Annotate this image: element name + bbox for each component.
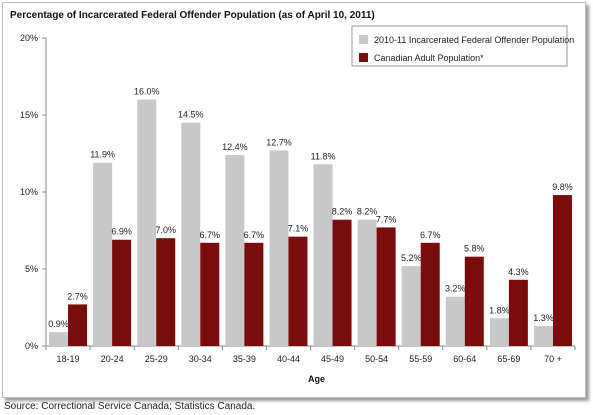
bar-offender: [489, 318, 509, 346]
x-tick-label: 50-54: [365, 354, 388, 364]
x-tick-label: 25-29: [145, 354, 168, 364]
bar-offender: [49, 332, 69, 346]
x-tick-label: 30-34: [189, 354, 212, 364]
bar-offender: [93, 162, 113, 346]
bar-canadian: [332, 219, 352, 346]
data-label: 1.3%: [533, 313, 554, 323]
bar-offender: [445, 296, 465, 346]
bar-offender: [225, 155, 245, 346]
y-tick-label: 20%: [20, 33, 38, 43]
y-tick-label: 0%: [25, 341, 38, 351]
legend-swatch: [359, 53, 368, 62]
bar-offender: [401, 265, 421, 346]
bar-canadian: [464, 256, 484, 346]
bar-canadian: [112, 239, 132, 346]
bar-canadian: [552, 195, 572, 346]
data-label: 5.2%: [401, 253, 422, 263]
data-label: 8.2%: [357, 207, 378, 217]
bar-offender: [533, 325, 553, 346]
x-tick-label: 55-59: [409, 354, 432, 364]
data-label: 7.7%: [376, 214, 397, 224]
bar-canadian: [244, 242, 264, 346]
data-label: 6.7%: [200, 230, 221, 240]
data-label: 11.8%: [311, 151, 336, 161]
bar-canadian: [68, 304, 88, 346]
x-tick-label: 70 +: [544, 354, 562, 364]
data-label: 16.0%: [134, 87, 160, 97]
bar-canadian: [288, 236, 308, 346]
bar-offender: [137, 99, 157, 346]
data-label: 6.7%: [244, 230, 265, 240]
x-tick-label: 65-69: [497, 354, 520, 364]
bar-offender: [357, 219, 377, 346]
x-tick-label: 18-19: [57, 354, 80, 364]
data-label: 4.3%: [508, 267, 529, 277]
data-label: 0.9%: [48, 319, 69, 329]
y-tick-label: 15%: [20, 110, 38, 120]
data-label: 2.7%: [67, 291, 88, 301]
bar-offender: [181, 122, 201, 346]
data-label: 9.8%: [552, 182, 573, 192]
legend-box: [351, 25, 568, 67]
data-label: 1.8%: [489, 305, 510, 315]
y-tick-label: 10%: [20, 187, 38, 197]
x-tick-label: 40-44: [277, 354, 300, 364]
y-tick-label: 5%: [25, 264, 38, 274]
bar-canadian: [420, 242, 440, 346]
bar-offender: [313, 164, 333, 346]
legend-label: Canadian Adult Population*: [374, 53, 484, 63]
x-tick-label: 60-64: [453, 354, 476, 364]
bar-canadian: [376, 227, 396, 346]
data-label: 12.4%: [222, 142, 248, 152]
bar-offender: [269, 150, 289, 346]
data-label: 14.5%: [178, 110, 204, 120]
x-tick-label: 35-39: [233, 354, 256, 364]
source-note: Source: Correctional Service Canada; Sta…: [4, 401, 256, 412]
legend-swatch: [359, 35, 368, 44]
data-label: 11.9%: [90, 150, 115, 160]
x-tick-label: 20-24: [101, 354, 124, 364]
bar-canadian: [156, 238, 176, 346]
data-label: 3.2%: [445, 284, 466, 294]
data-label: 5.8%: [464, 244, 485, 254]
data-label: 7.1%: [288, 224, 309, 234]
x-tick-label: 45-49: [321, 354, 344, 364]
data-label: 6.9%: [111, 227, 132, 237]
x-axis-title: Age: [308, 374, 325, 384]
chart-title: Percentage of Incarcerated Federal Offen…: [10, 10, 375, 21]
bar-canadian: [508, 279, 528, 346]
legend-label: 2010-11 Incarcerated Federal Offender Po…: [374, 35, 574, 45]
bar-canadian: [200, 242, 220, 346]
data-label: 7.0%: [155, 225, 176, 235]
data-label: 12.7%: [266, 137, 292, 147]
data-label: 8.2%: [332, 207, 353, 217]
data-label: 6.7%: [420, 230, 441, 240]
